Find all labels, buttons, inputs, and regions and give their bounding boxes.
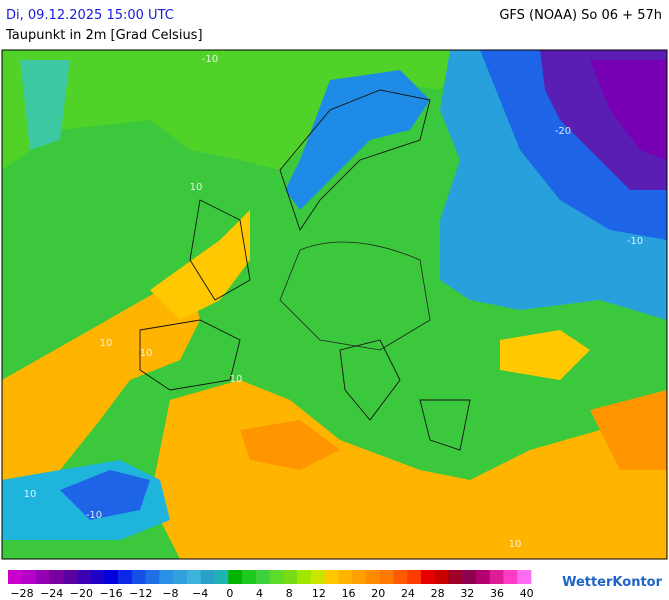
colorbar-swatch	[310, 570, 325, 584]
contour-label: 10	[24, 489, 37, 500]
colorbar-swatch	[420, 570, 435, 584]
contour-label: 10	[140, 348, 153, 359]
colorbar-label: 32	[460, 587, 474, 600]
colorbar-swatch	[90, 570, 105, 584]
colorbar-swatch	[8, 570, 23, 584]
colorbar-label: −8	[162, 587, 178, 600]
colorbar-swatch	[379, 570, 394, 584]
colorbar-swatch	[159, 570, 174, 584]
colorbar-label: 16	[342, 587, 356, 600]
colorbar-swatch	[200, 570, 215, 584]
contour-label: 10	[509, 539, 522, 550]
colorbar-label: 40	[520, 587, 534, 600]
colorbar-label: −16	[99, 587, 122, 600]
contour-label: 10	[230, 374, 243, 385]
colorbar-label: −24	[40, 587, 63, 600]
colorbar-swatch	[255, 570, 270, 584]
colorbar-swatch	[434, 570, 449, 584]
colorbar-swatch	[448, 570, 463, 584]
colorbar-label: 4	[256, 587, 263, 600]
contour-label: -10	[86, 510, 102, 521]
colorbar-swatch	[214, 570, 229, 584]
colorbar-swatch	[76, 570, 91, 584]
colorbar-swatch	[475, 570, 491, 584]
contour-label: 10	[190, 182, 203, 193]
model-run: GFS (NOAA) So 06 + 57h	[499, 8, 662, 23]
contour-label: 10	[100, 338, 113, 349]
colorbar-swatch	[489, 570, 504, 584]
colorbar-label: 28	[431, 587, 445, 600]
contour-label: -20	[555, 126, 571, 137]
colorbar-swatch	[503, 570, 518, 584]
colorbar-label: 12	[312, 587, 326, 600]
colorbar-swatch	[517, 570, 532, 584]
colorbar-swatch	[393, 570, 408, 584]
colorbar-swatch	[352, 570, 367, 584]
colorbar-swatch	[21, 570, 36, 584]
map-field	[2, 50, 667, 559]
colorbar-swatch	[118, 570, 133, 584]
colorbar-swatch	[131, 570, 146, 584]
map-title: Taupunkt in 2m [Grad Celsius]	[5, 28, 203, 43]
datetime: Di, 09.12.2025 15:00 UTC	[6, 8, 174, 23]
colorbar-label: −20	[70, 587, 93, 600]
logo: WetterKontor	[562, 575, 663, 590]
colorbar-swatch	[407, 570, 422, 584]
colorbar-swatch	[365, 570, 380, 584]
contour-label: -10	[627, 236, 643, 247]
colorbar-label: −12	[129, 587, 152, 600]
colorbar-label: 20	[371, 587, 385, 600]
colorbar-swatch	[297, 570, 312, 584]
colorbar-label: 24	[401, 587, 415, 600]
colorbar-label: 0	[226, 587, 233, 600]
colorbar-label: 36	[490, 587, 504, 600]
colorbar-swatch	[228, 570, 243, 584]
colorbar-swatch	[186, 570, 201, 584]
colorbar-swatch	[241, 570, 257, 584]
map-frame	[1, 49, 668, 560]
colorbar-label: 8	[286, 587, 293, 600]
colorbar-swatch	[145, 570, 160, 584]
colorbar-swatch	[35, 570, 50, 584]
colorbar-swatch	[173, 570, 188, 584]
colorbar-swatch	[63, 570, 78, 584]
contour-label: -10	[202, 54, 218, 65]
colorbar-swatch	[49, 570, 64, 584]
colorbar-swatch	[462, 570, 477, 584]
colorbar-label: −4	[192, 587, 208, 600]
colorbar-swatch	[324, 570, 339, 584]
colorbar-swatch	[338, 570, 353, 584]
colorbar-label: −28	[10, 587, 33, 600]
colorbar-swatch	[104, 570, 119, 584]
colorbar-swatch	[283, 570, 298, 584]
colorbar-swatch	[269, 570, 284, 584]
